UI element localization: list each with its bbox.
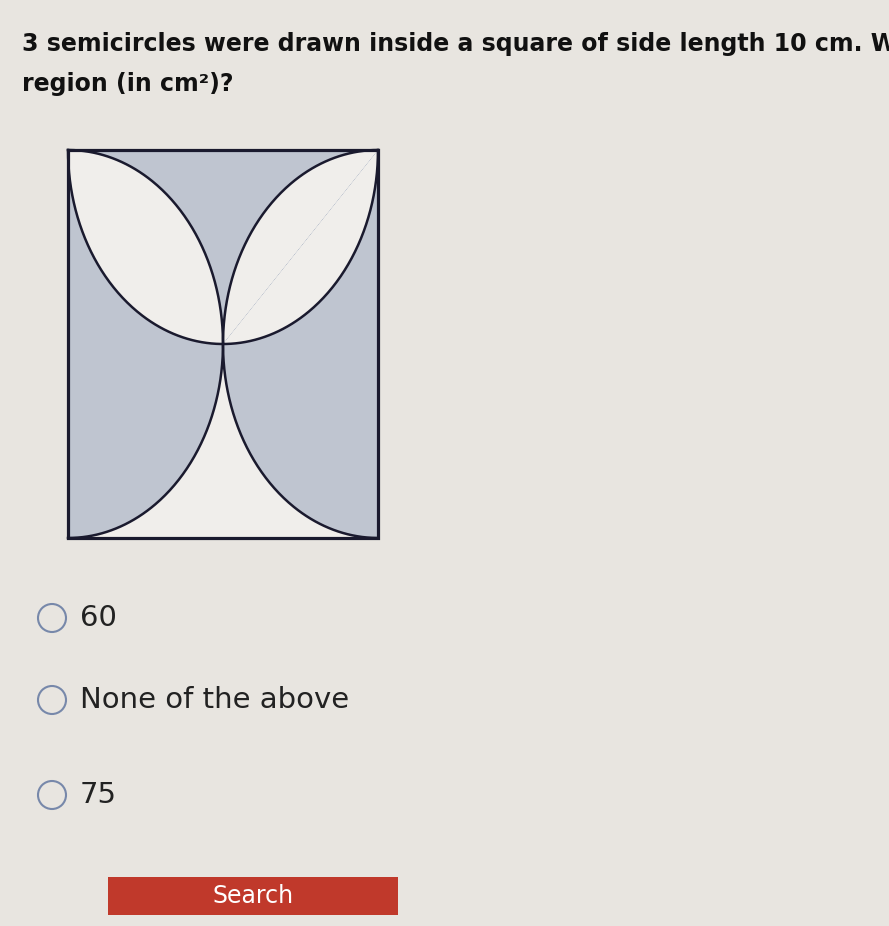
Bar: [108, 877, 398, 915]
Text: None of the above: None of the above: [80, 686, 349, 714]
Polygon shape: [68, 150, 223, 344]
Polygon shape: [68, 344, 378, 538]
Text: 75: 75: [80, 781, 117, 809]
Text: Search: Search: [212, 884, 293, 908]
Text: 60: 60: [80, 604, 116, 632]
Polygon shape: [68, 344, 378, 538]
Text: region (in cm²)?: region (in cm²)?: [22, 72, 234, 96]
Polygon shape: [68, 150, 378, 538]
Text: 3 semicircles were drawn inside a square of side length 10 cm. What is the area : 3 semicircles were drawn inside a square…: [22, 32, 889, 56]
Polygon shape: [223, 150, 378, 344]
